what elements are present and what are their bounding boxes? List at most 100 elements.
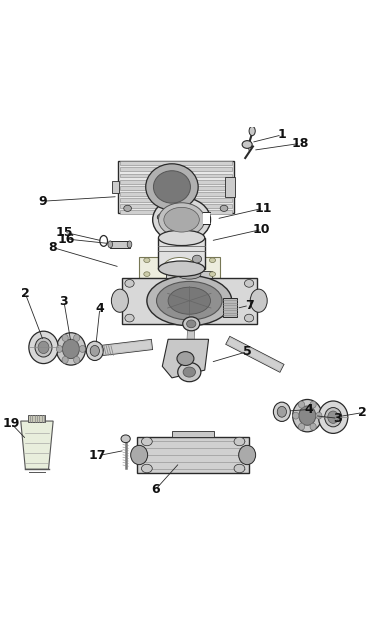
Bar xyxy=(120,192,232,196)
Bar xyxy=(112,181,119,193)
Ellipse shape xyxy=(244,314,254,322)
Bar xyxy=(110,241,130,248)
Ellipse shape xyxy=(147,276,232,326)
Ellipse shape xyxy=(299,406,316,426)
Text: 3: 3 xyxy=(334,412,342,425)
Text: 15: 15 xyxy=(55,225,73,239)
Ellipse shape xyxy=(56,333,86,365)
Bar xyxy=(120,180,232,184)
Ellipse shape xyxy=(298,401,305,408)
Ellipse shape xyxy=(183,367,195,377)
Ellipse shape xyxy=(153,171,190,203)
Ellipse shape xyxy=(293,399,322,432)
Ellipse shape xyxy=(273,402,290,421)
Ellipse shape xyxy=(163,257,196,277)
Ellipse shape xyxy=(242,141,252,148)
Ellipse shape xyxy=(152,197,210,242)
Ellipse shape xyxy=(209,258,215,262)
Ellipse shape xyxy=(177,351,194,365)
Ellipse shape xyxy=(192,255,201,263)
Ellipse shape xyxy=(56,346,63,353)
Text: 1: 1 xyxy=(278,129,286,141)
Bar xyxy=(137,436,249,474)
Bar xyxy=(154,213,197,221)
Ellipse shape xyxy=(38,341,49,353)
Bar xyxy=(115,294,123,308)
Text: 18: 18 xyxy=(292,137,309,150)
Bar xyxy=(203,212,210,223)
Text: 4: 4 xyxy=(95,302,104,315)
Ellipse shape xyxy=(80,346,86,353)
Ellipse shape xyxy=(220,205,228,211)
Ellipse shape xyxy=(62,335,68,341)
Bar xyxy=(223,298,237,317)
Ellipse shape xyxy=(298,423,305,430)
Ellipse shape xyxy=(112,289,129,312)
Bar xyxy=(122,278,257,324)
Text: 17: 17 xyxy=(89,449,106,462)
Ellipse shape xyxy=(29,331,58,364)
Text: 3: 3 xyxy=(60,295,68,308)
Ellipse shape xyxy=(144,258,150,262)
Ellipse shape xyxy=(325,408,342,427)
Text: 5: 5 xyxy=(243,345,252,358)
Ellipse shape xyxy=(127,241,132,248)
Bar xyxy=(120,168,232,172)
Text: 11: 11 xyxy=(255,202,272,214)
Bar xyxy=(172,431,214,438)
Ellipse shape xyxy=(244,280,254,287)
Ellipse shape xyxy=(316,412,322,419)
Ellipse shape xyxy=(249,126,255,136)
Ellipse shape xyxy=(234,464,245,473)
Ellipse shape xyxy=(178,362,201,381)
Text: 10: 10 xyxy=(253,223,271,236)
Ellipse shape xyxy=(328,411,339,424)
Polygon shape xyxy=(162,339,208,378)
Ellipse shape xyxy=(108,241,113,248)
Bar xyxy=(120,173,232,177)
Polygon shape xyxy=(21,421,53,469)
Ellipse shape xyxy=(142,437,152,445)
Ellipse shape xyxy=(234,437,245,445)
Text: 19: 19 xyxy=(2,417,20,430)
Text: 8: 8 xyxy=(49,241,57,254)
Ellipse shape xyxy=(35,338,52,357)
Ellipse shape xyxy=(277,406,286,417)
Ellipse shape xyxy=(164,207,199,232)
Ellipse shape xyxy=(209,272,215,276)
Bar xyxy=(29,415,46,422)
Text: 6: 6 xyxy=(151,483,160,496)
Ellipse shape xyxy=(310,401,316,408)
Ellipse shape xyxy=(125,280,134,287)
Bar xyxy=(120,211,232,214)
Ellipse shape xyxy=(156,282,222,320)
Text: 2: 2 xyxy=(359,406,367,419)
Ellipse shape xyxy=(318,401,348,433)
Bar xyxy=(120,161,232,165)
Bar xyxy=(225,177,235,196)
Ellipse shape xyxy=(74,335,80,341)
Ellipse shape xyxy=(178,270,201,279)
Ellipse shape xyxy=(239,445,256,465)
Ellipse shape xyxy=(74,356,80,364)
Ellipse shape xyxy=(124,205,132,211)
Text: 16: 16 xyxy=(58,232,75,246)
Ellipse shape xyxy=(183,317,200,331)
Ellipse shape xyxy=(144,272,150,276)
Ellipse shape xyxy=(186,320,196,328)
Ellipse shape xyxy=(158,230,205,246)
Bar xyxy=(166,271,212,278)
Ellipse shape xyxy=(250,289,267,312)
Bar xyxy=(120,204,232,208)
Ellipse shape xyxy=(310,423,316,430)
Bar xyxy=(120,198,232,202)
Ellipse shape xyxy=(63,339,80,358)
Ellipse shape xyxy=(168,287,210,314)
Ellipse shape xyxy=(158,203,205,237)
Text: 2: 2 xyxy=(21,287,30,300)
Ellipse shape xyxy=(158,261,205,276)
Ellipse shape xyxy=(90,346,100,356)
Ellipse shape xyxy=(293,412,299,419)
Bar xyxy=(158,238,205,269)
Ellipse shape xyxy=(125,314,134,322)
